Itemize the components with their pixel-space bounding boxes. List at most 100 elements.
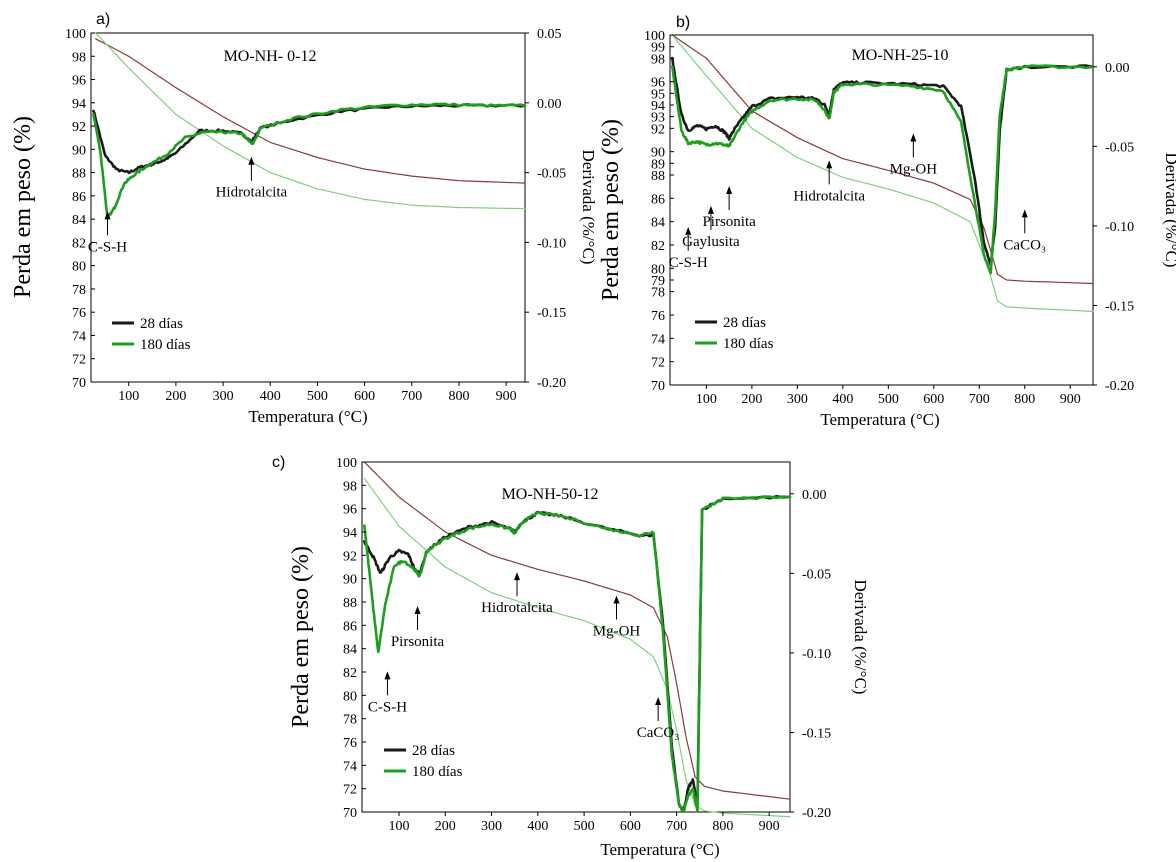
annotation-label: Mg-OH [890,162,938,178]
legend-label: 180 días [140,337,191,353]
y2-axis-label: Derivada (%/°C) [1162,153,1176,268]
y-tick-label: 80 [651,262,665,277]
y-tick-label: 99 [651,41,665,56]
y-tick-label: 70 [651,379,665,394]
y2-tick-label: -0.15 [802,726,831,741]
annotation-label: Gaylusita [682,234,740,250]
chart-panel-3: 70 72 74 76 78 80 82 84 86 88 90 92 94 96 98 100 0.00 -0.… [272,454,870,859]
y-tick-label: 100 [644,29,665,44]
y-tick-label: 84 [72,213,86,228]
x-tick-label: 600 [354,389,375,404]
y2-tick-label: -0.15 [537,306,566,321]
annotation-arrowhead [1021,209,1028,218]
x-tick-label: 900 [496,389,517,404]
x-tick-label: 400 [527,819,548,834]
y-tick-label: 98 [72,50,86,65]
plot-frame [90,32,526,383]
x-axis-label: Temperatura (°C) [820,410,939,429]
y2-tick-label: -0.20 [802,806,831,821]
x-tick-label: 100 [696,392,717,407]
y-tick-label: 80 [72,260,86,275]
y-tick-label: 90 [343,573,357,588]
y-tick-label: 86 [651,192,665,207]
annotation-arrowhead [726,186,733,194]
x-tick-label: 800 [1014,392,1035,407]
annotation-arrowhead [613,595,620,604]
annotation-label: CaCO₃ [637,725,680,741]
legend-label: 28 días [723,315,766,331]
x-tick-label: 200 [435,819,456,834]
y-axis-label: Perda em peso (%) [288,546,314,728]
y-tick-label: 76 [651,309,665,324]
y2-tick-label: -0.20 [1105,379,1134,394]
y-tick-label: 82 [72,236,86,251]
y-tick-label: 82 [651,239,665,254]
y-tick-label: 80 [343,689,357,704]
annotation-label: Pirsonita [391,634,445,650]
y2-tick-label: -0.10 [802,647,831,662]
y-tick-label: 74 [651,332,665,347]
y-axis-label: Perda em peso (%) [598,119,624,301]
legend-label: 180 días [412,764,463,780]
plot-frame [361,461,791,813]
y-tick-label: 92 [651,122,665,137]
mass-curve-28-dias [363,461,791,800]
annotation-label: C-S-H [368,699,407,715]
y-tick-label: 96 [343,503,357,518]
y-tick-label: 98 [343,479,357,494]
x-tick-label: 500 [307,389,328,404]
y2-tick-label: 0.00 [537,97,562,112]
y-tick-label: 72 [343,783,357,798]
x-tick-label: 800 [448,389,469,404]
x-axis-label: Temperatura (°C) [600,840,719,859]
y-tick-label: 95 [651,87,665,102]
x-tick-label: 700 [969,392,990,407]
annotation-arrowhead [384,671,391,680]
y-tick-label: 74 [72,329,86,344]
annotation-label: C-S-H [669,255,708,271]
y2-axis-label: Derivada (%/°C) [579,150,598,265]
annotation-arrowhead [655,697,662,705]
y2-tick-label: -0.05 [537,167,566,182]
y-tick-label: 90 [651,146,665,161]
y-tick-label: 92 [72,120,86,135]
y2-tick-label: -0.10 [1105,220,1134,235]
y-tick-label: 96 [651,76,665,91]
legend-label: 180 días [723,336,774,352]
y-tick-label: 98 [651,52,665,67]
annotation-arrowhead [248,156,255,165]
panel-label: a) [96,11,110,28]
y-tick-label: 82 [343,666,357,681]
y2-tick-label: 0.05 [537,27,562,42]
y2-tick-label: -0.10 [537,236,566,251]
annotation-label: Hidrotalcita [481,600,553,616]
y-tick-label: 93 [651,111,665,126]
x-tick-label: 400 [260,389,281,404]
y-tick-label: 76 [343,736,357,751]
annotation-arrowhead [685,226,692,235]
y2-tick-label: -0.05 [802,567,831,582]
y2-tick-label: 0.00 [1105,61,1130,76]
annotation-arrowhead [910,133,917,142]
mass-curve-180-dias [95,32,526,210]
legend-label: 28 días [140,316,183,332]
x-tick-label: 100 [389,819,410,834]
annotation-arrowhead [826,160,833,169]
y-tick-label: 72 [651,356,665,371]
y-tick-label: 70 [72,376,86,391]
annotation-arrowhead [707,205,714,214]
chart-title: MO-NH- 0-12 [224,48,317,65]
annotation-label: Hidrotalcita [216,185,288,201]
y2-axis-label: Derivada (%/°C) [851,580,870,695]
derivative-curve-28-dias [362,494,792,814]
y2-tick-label: -0.05 [1105,140,1134,155]
derivative-curve-28-dias [92,103,527,175]
y-axis-label: Perda em peso (%) [10,116,36,298]
y-tick-label: 79 [651,274,665,289]
mass-curve-180-dias [363,477,791,818]
y2-tick-label: -0.20 [537,376,566,391]
y-tick-label: 70 [343,806,357,821]
panel-label: c) [272,454,285,471]
chart-panel-1: 70 72 74 76 78 80 82 84 86 88 90 92 94 96 98 100 0.05 0.0… [10,11,598,426]
